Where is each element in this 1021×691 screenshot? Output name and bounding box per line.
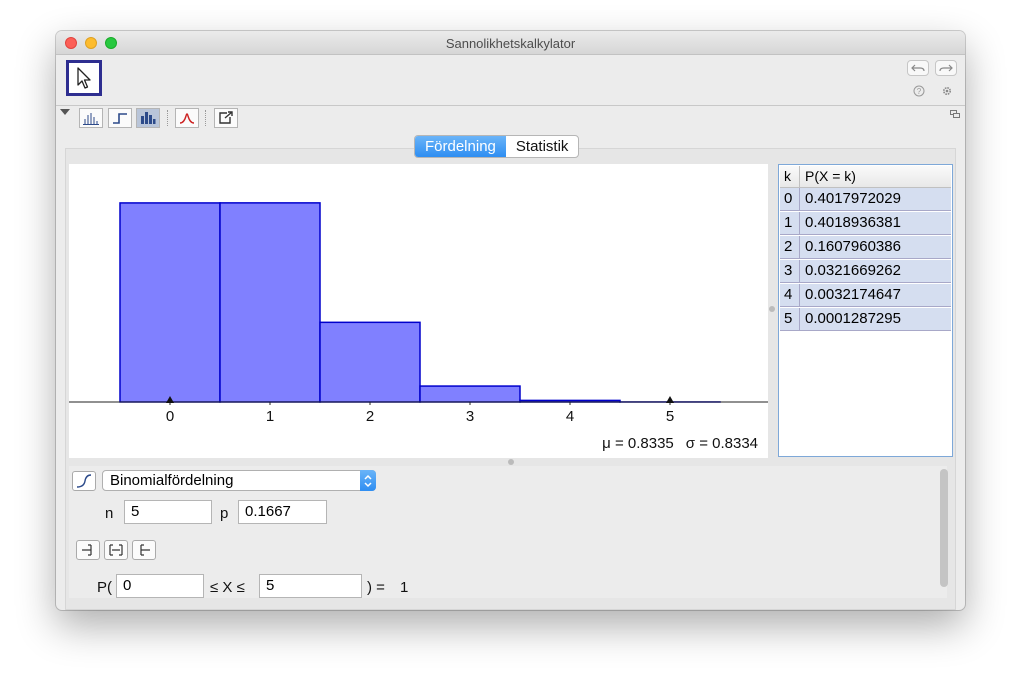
horizontal-split-handle[interactable] xyxy=(508,459,514,465)
table-row[interactable]: 3 0.0321669262 xyxy=(780,260,951,283)
table-header: k P(X = k) xyxy=(780,166,951,188)
histogram-button[interactable] xyxy=(136,108,160,128)
histogram-bar xyxy=(419,385,521,403)
table-row[interactable]: 5 0.0001287295 xyxy=(780,308,951,331)
move-tool-button[interactable] xyxy=(66,60,102,96)
title-bar: Sannolikhetskalkylator xyxy=(56,31,965,55)
probability-table: k P(X = k) 0 0.4017972029 1 0.4018936381 2… xyxy=(778,164,953,457)
normal-overlay-icon xyxy=(179,113,195,124)
cell-p: 0.1607960386 xyxy=(805,238,901,255)
x-tick-label: 2 xyxy=(366,408,374,425)
resize-icon[interactable] xyxy=(950,110,960,118)
histogram-icon xyxy=(141,112,156,124)
cell-p: 0.0001287295 xyxy=(805,310,901,327)
probability-suffix: ) = xyxy=(367,579,385,596)
cell-p: 0.0032174647 xyxy=(805,286,901,303)
probability-middle: ≤ X ≤ xyxy=(210,579,245,596)
vertical-split-handle[interactable] xyxy=(769,306,775,312)
cell-p: 0.0321669262 xyxy=(805,262,901,279)
tab-statistics[interactable]: Statistik xyxy=(515,138,569,155)
right-sided-button[interactable] xyxy=(132,540,156,560)
interval-marker xyxy=(666,396,674,403)
probability-result: 1 xyxy=(400,579,409,596)
lower-bound-input[interactable]: 0 xyxy=(116,574,204,598)
stddev-value: σ = 0.8334 xyxy=(685,435,758,452)
redo-button[interactable] xyxy=(935,60,957,76)
minimize-window-button[interactable] xyxy=(85,37,97,49)
column-header-k: k xyxy=(780,166,800,187)
interval-button[interactable] xyxy=(104,540,128,560)
probability-calculator-window: Sannolikhetskalkylator ? xyxy=(56,31,965,610)
distribution-select-value: Binomialfördelning xyxy=(110,472,234,489)
table-row[interactable]: 4 0.0032174647 xyxy=(780,284,951,307)
cell-p: 0.4018936381 xyxy=(805,214,901,231)
x-tick-label: 0 xyxy=(166,408,174,425)
histogram-bar xyxy=(219,202,321,403)
separator xyxy=(205,110,206,126)
gear-icon[interactable] xyxy=(941,85,953,97)
help-icon[interactable]: ? xyxy=(913,85,925,97)
param-n-label: n xyxy=(105,505,114,522)
view-tabs: Fördelning Statistik xyxy=(414,135,580,158)
left-sided-button[interactable] xyxy=(76,540,100,560)
separator xyxy=(167,110,168,126)
param-n-input[interactable]: 5 xyxy=(124,500,212,524)
x-tick-label: 3 xyxy=(466,408,474,425)
undo-button[interactable] xyxy=(907,60,929,76)
right-sided-icon xyxy=(140,544,150,556)
distribution-select[interactable]: Binomialfördelning xyxy=(102,470,376,491)
cell-k: 0 xyxy=(780,188,800,210)
histogram-bar xyxy=(319,321,421,403)
table-row[interactable]: 2 0.1607960386 xyxy=(780,236,951,259)
upper-bound-input[interactable]: 5 xyxy=(259,574,362,598)
histogram-bar xyxy=(119,202,221,403)
zoom-window-button[interactable] xyxy=(105,37,117,49)
chevron-updown-icon xyxy=(360,470,376,491)
table-row[interactable]: 0 0.4017972029 xyxy=(780,188,951,211)
cell-k: 1 xyxy=(780,212,800,234)
step-graph-icon xyxy=(113,113,127,124)
step-graph-button[interactable] xyxy=(108,108,132,128)
param-p-input[interactable]: 0.1667 xyxy=(238,500,327,524)
column-header-p: P(X = k) xyxy=(805,168,856,184)
svg-text:?: ? xyxy=(917,87,922,96)
bar-graph-icon xyxy=(83,113,99,125)
normal-overlay-button[interactable] xyxy=(175,108,199,128)
probability-prefix: P( xyxy=(97,579,112,596)
redo-icon xyxy=(939,64,953,72)
histogram-chart: 0 1 2 3 4 5 xyxy=(69,202,768,425)
distribution-settings: Binomialfördelning n 5 p 0.1667 P( 0 ≤ X… xyxy=(69,466,947,598)
settings-scrollbar[interactable] xyxy=(940,469,948,587)
table-row[interactable]: 1 0.4018936381 xyxy=(780,212,951,235)
cell-k: 4 xyxy=(780,284,800,306)
tab-distribution[interactable]: Fördelning xyxy=(415,136,506,157)
mean-value: μ = 0.8335 xyxy=(602,435,674,452)
toolbar: ? xyxy=(56,55,965,106)
cell-k: 2 xyxy=(780,236,800,258)
cell-k: 5 xyxy=(780,308,800,330)
cell-k: 3 xyxy=(780,260,800,282)
graph-options-bar xyxy=(56,106,965,130)
window-title: Sannolikhetskalkylator xyxy=(445,36,576,51)
bar-graph-button[interactable] xyxy=(79,108,103,128)
interval-icon xyxy=(109,544,123,556)
cell-p: 0.4017972029 xyxy=(805,190,901,207)
interval-marker xyxy=(166,396,174,403)
move-tool-icon xyxy=(77,67,91,89)
cdf-icon xyxy=(76,474,92,488)
param-p-label: p xyxy=(220,505,229,522)
close-window-button[interactable] xyxy=(65,37,77,49)
distribution-graph[interactable]: 0 1 2 3 4 5 μ = 0.8335 σ = 0.8334 xyxy=(69,164,768,458)
cumulative-toggle-button[interactable] xyxy=(72,471,96,491)
collapse-triangle-icon[interactable] xyxy=(60,109,70,115)
x-tick-label: 4 xyxy=(566,408,574,425)
export-icon xyxy=(219,111,233,124)
undo-icon xyxy=(911,64,925,72)
left-sided-icon xyxy=(82,544,92,556)
mean-stddev-readout: μ = 0.8335 σ = 0.8334 xyxy=(590,435,758,452)
export-button[interactable] xyxy=(214,108,238,128)
x-tick-label: 5 xyxy=(666,408,674,425)
x-tick-label: 1 xyxy=(266,408,274,425)
